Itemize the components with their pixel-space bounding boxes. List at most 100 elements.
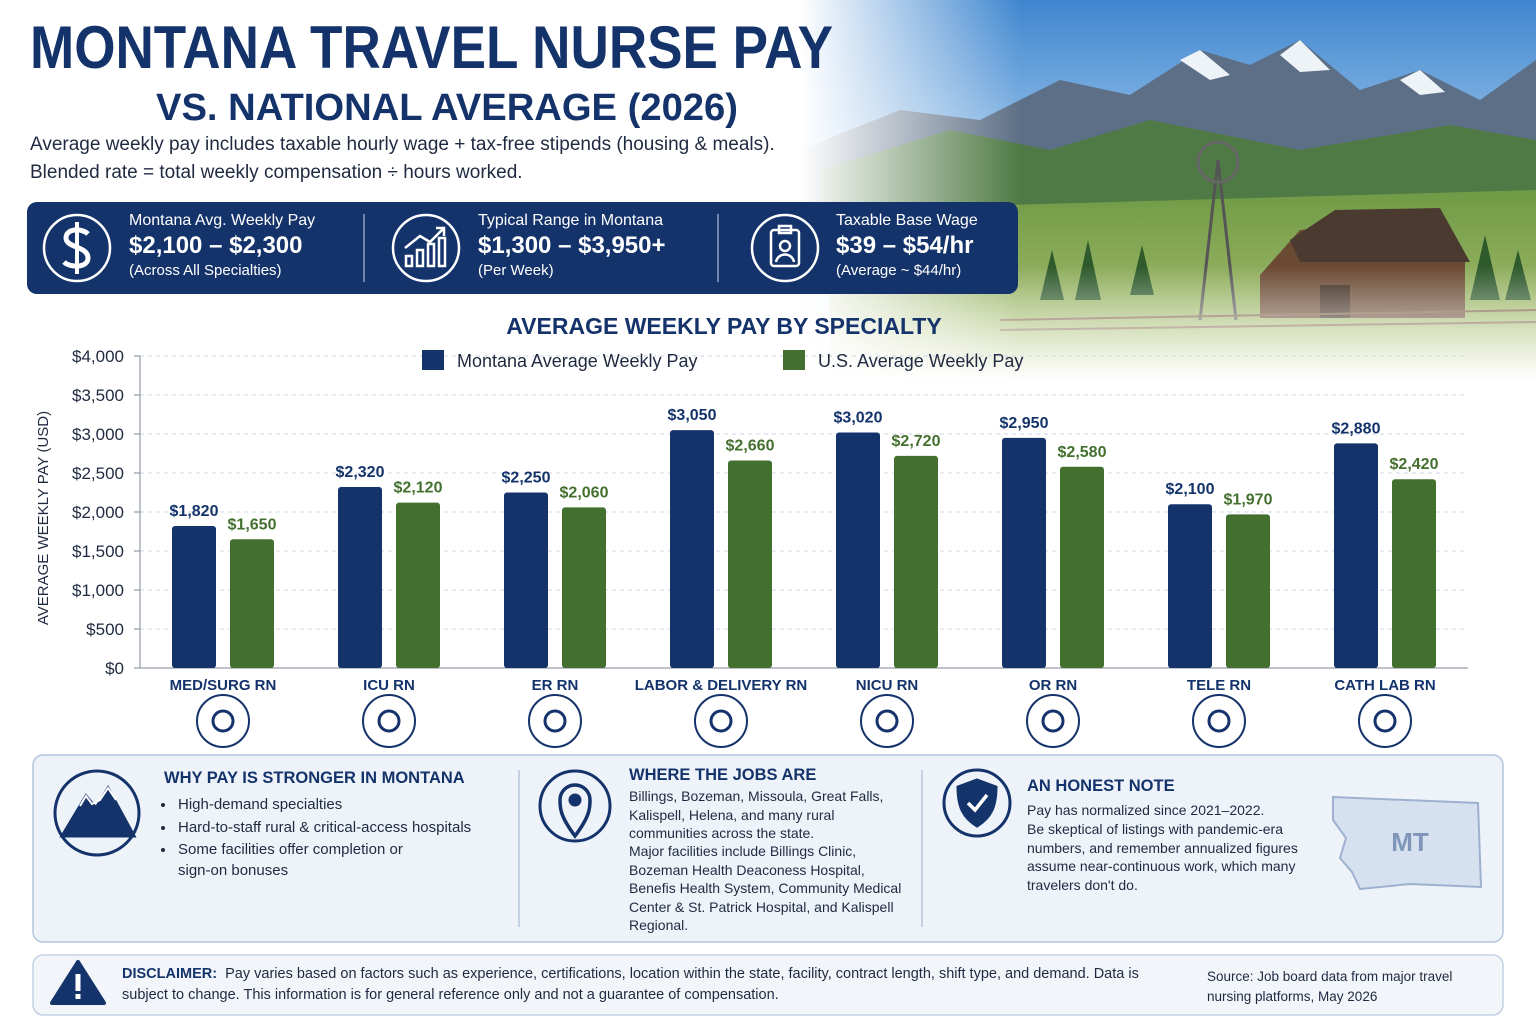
- specialty-icon-dot: [1207, 709, 1231, 733]
- bar: [338, 487, 382, 668]
- specialty-icon-dot: [543, 709, 567, 733]
- stat-value: $39 – $54/hr: [836, 232, 974, 259]
- y-tick-label: $1,500: [72, 542, 124, 561]
- y-tick-label: $3,500: [72, 386, 124, 405]
- title: MONTANA TRAVEL NURSE PAY: [30, 14, 833, 81]
- value-label: $2,880: [1332, 420, 1381, 437]
- specialty-icon: [694, 694, 748, 748]
- panel-text: Billings, Bozeman, Missoula, Great Falls…: [629, 788, 884, 841]
- bar: [1060, 466, 1104, 668]
- panel-title: WHERE THE JOBS ARE: [629, 766, 817, 784]
- bar: [230, 539, 274, 668]
- stat-note: (Average ~ $44/hr): [836, 262, 962, 279]
- legend-label: U.S. Average Weekly Pay: [818, 351, 1023, 371]
- y-tick-label: $2,000: [72, 503, 124, 522]
- stat-label: Taxable Base Wage: [836, 212, 978, 229]
- specialty-icon-dot: [1041, 709, 1065, 733]
- bar: [894, 455, 938, 668]
- disclaimer-box: [32, 954, 1504, 1016]
- x-tick-label: ER RN: [532, 677, 579, 694]
- y-tick-label: $0: [105, 659, 124, 678]
- bar: [1168, 504, 1212, 668]
- bullet-list: High-demand specialties Hard-to-staff ru…: [162, 793, 506, 881]
- x-tick-label: CATH LAB RN: [1334, 677, 1435, 694]
- header-note: Average weekly pay includes taxable hour…: [30, 134, 775, 155]
- source: Source: Job board data from major travel…: [1207, 969, 1453, 1004]
- panel-icons: [53, 768, 1012, 857]
- specialty-icon: [362, 694, 416, 748]
- panel-text: Pay has normalized since 2021–2022.: [1027, 802, 1265, 818]
- specialty-icon-dot: [1373, 709, 1397, 733]
- panel-title: AN HONEST NOTE: [1027, 777, 1175, 795]
- bullet: Hard-to-staff rural & critical-access ho…: [176, 816, 506, 839]
- value-label: $2,420: [1390, 456, 1439, 473]
- panel-text: Be skeptical of listings with pandemic-e…: [1027, 821, 1298, 893]
- y-tick-label: $4,000: [72, 347, 124, 366]
- chart: AVERAGE WEEKLY PAY BY SPECIALTY AVERAGE W…: [35, 313, 1468, 748]
- bar: [172, 526, 216, 668]
- specialty-icon-dot: [211, 709, 235, 733]
- value-label: $3,050: [668, 407, 717, 424]
- x-tick-label: MED/SURG RN: [170, 677, 277, 694]
- y-axis-label: AVERAGE WEEKLY PAY (USD): [35, 411, 52, 625]
- specialty-icon: [528, 694, 582, 748]
- x-tick-label: TELE RN: [1187, 677, 1251, 694]
- bullet: Some facilities offer completion or sign…: [176, 839, 408, 881]
- specialty-icon: [1192, 694, 1246, 748]
- stat-note: (Per Week): [478, 262, 554, 279]
- value-label: $2,250: [502, 470, 551, 487]
- bar: [728, 460, 772, 668]
- bar: [504, 492, 548, 668]
- stat-value: $1,300 – $3,950+: [478, 232, 666, 259]
- value-label: $1,970: [1224, 491, 1273, 508]
- y-tick-label: $2,500: [72, 464, 124, 483]
- legend-label: Montana Average Weekly Pay: [457, 351, 697, 371]
- specialty-icon-dot: [875, 709, 899, 733]
- specialty-icon: [1026, 694, 1080, 748]
- stat-label: Typical Range in Montana: [478, 212, 663, 229]
- bar: [1226, 514, 1270, 668]
- bar: [396, 502, 440, 668]
- stat-label: Montana Avg. Weekly Pay: [129, 212, 316, 229]
- bar: [562, 507, 606, 668]
- specialty-icon: [196, 694, 250, 748]
- specialty-icon: [860, 694, 914, 748]
- y-tick-label: $3,000: [72, 425, 124, 444]
- y-tick-label: $500: [86, 620, 124, 639]
- bar: [1334, 443, 1378, 668]
- value-label: $2,580: [1058, 444, 1107, 461]
- map-label: MT: [1391, 827, 1429, 857]
- panel-text: Major facilities include Billings Clinic…: [629, 843, 902, 933]
- value-label: $2,660: [726, 438, 775, 455]
- header-note: Blended rate = total weekly compensation…: [30, 162, 523, 183]
- value-label: $2,120: [394, 480, 443, 497]
- x-tick-label: LABOR & DELIVERY RN: [635, 677, 808, 694]
- x-tick-label: NICU RN: [856, 677, 919, 694]
- panel-title: WHY PAY IS STRONGER IN MONTANA: [164, 769, 465, 787]
- chart-title: AVERAGE WEEKLY PAY BY SPECIALTY: [506, 313, 941, 339]
- x-tick-label: ICU RN: [363, 677, 415, 694]
- disclaimer: DISCLAIMER: Pay varies based on factors …: [122, 964, 1172, 1006]
- value-label: $2,320: [336, 464, 385, 481]
- subtitle: VS. NATIONAL AVERAGE (2026): [156, 87, 738, 129]
- specialty-icon-dot: [377, 709, 401, 733]
- value-label: $2,060: [560, 484, 609, 501]
- bullet: High-demand specialties: [176, 793, 506, 816]
- value-label: $2,950: [1000, 415, 1049, 432]
- value-label: $2,100: [1166, 481, 1215, 498]
- disclaimer-label: DISCLAIMER:: [122, 966, 218, 982]
- bar: [1002, 437, 1046, 668]
- stat: Taxable Base Wage $39 – $54/hr (Average …: [836, 212, 978, 279]
- specialty-icon: [1358, 694, 1412, 748]
- stat-value: $2,100 – $2,300: [129, 232, 303, 259]
- specialty-icon-dot: [709, 709, 733, 733]
- stat-note: (Across All Specialties): [129, 262, 282, 279]
- y-tick-label: $1,000: [72, 581, 124, 600]
- bar: [836, 432, 880, 668]
- bar: [1392, 479, 1436, 668]
- value-label: $1,650: [228, 516, 277, 533]
- stat: Montana Avg. Weekly Pay $2,100 – $2,300 …: [129, 212, 315, 279]
- x-tick-label: OR RN: [1029, 677, 1077, 694]
- montana-map: [1332, 795, 1483, 891]
